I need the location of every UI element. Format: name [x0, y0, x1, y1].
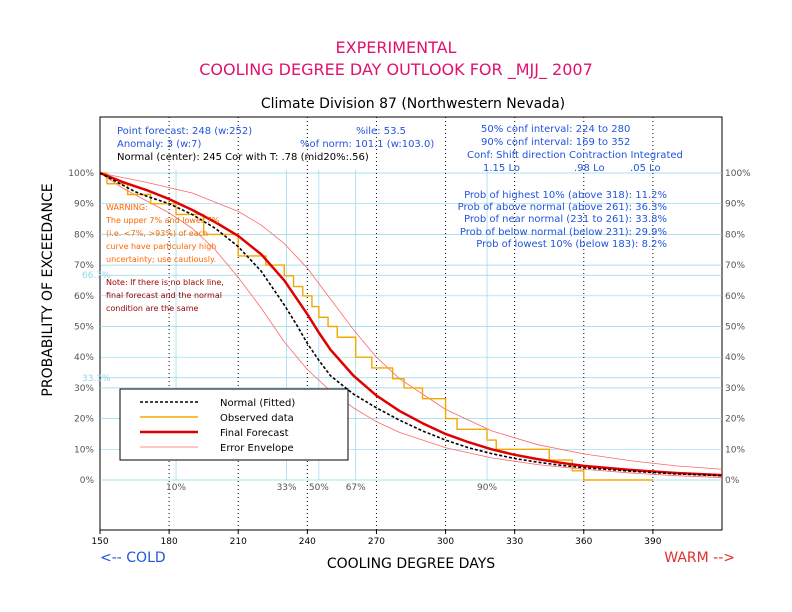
chart-title-line2: COOLING DEGREE DAY OUTLOOK FOR _MJJ_ 200…	[199, 60, 593, 80]
y-tick-label-right: 10%	[725, 445, 745, 455]
normal-text: Normal (center): 245 Cor with T: .78 (mi…	[117, 152, 369, 163]
x-axis-title: COOLING DEGREE DAYS	[327, 556, 495, 572]
warning-line-5: uncertainty; use cautiously.	[106, 255, 216, 264]
series-final-forecast-line	[99, 171, 723, 477]
cold-label: <-- COLD	[100, 550, 166, 566]
plot-frame	[99, 116, 723, 531]
warning-line-2: The upper 7% and lower 7%	[105, 216, 220, 225]
x-tick-label: 240	[299, 537, 316, 547]
prob-lowest-text: Prob of lowest 10% (below 183): 8.2%	[476, 239, 667, 250]
conf-values-text: 1.15 Lo .98 Lo .05 Lo	[483, 163, 661, 174]
legend-label-normal: Normal (Fitted)	[220, 398, 295, 409]
x-tick-label: 330	[506, 537, 523, 547]
prob-below-text: Prob of below normal (below 231): 29.9%	[460, 227, 667, 238]
legend-box	[119, 388, 349, 461]
anomaly-text: Anomaly: 3 (w:7)	[117, 139, 201, 150]
warning-line-1: WARNING:	[106, 203, 148, 212]
tercile-label: 33.3%	[82, 374, 111, 384]
x-tick-label: 390	[644, 537, 661, 547]
warning-line-3: (i.e. <7%, >93%) of each	[106, 229, 208, 238]
y-tick-label-left: 40%	[74, 353, 94, 363]
percentile-marker-label: 50%	[309, 483, 329, 493]
percentile-marker-label: 10%	[166, 483, 186, 493]
y-tick-label-left: 90%	[74, 200, 94, 210]
x-tick-label: 150	[91, 537, 108, 547]
percentile-marker-label: 67%	[346, 483, 366, 493]
conf90-text: 90% conf interval: 169 to 352	[481, 137, 630, 148]
pct-norm-text: %of norm: 101.1 (w:103.0)	[300, 139, 434, 150]
y-tick-label-left: 10%	[74, 445, 94, 455]
series-error-envelope-line	[99, 172, 723, 470]
y-tick-label-right: 80%	[725, 230, 745, 240]
percentile-marker-label: 33%	[277, 483, 297, 493]
x-tick-label: 180	[161, 537, 178, 547]
tercile-label: 66.7%	[82, 271, 111, 281]
conf-header-text: Conf: Shift direction Contraction Integr…	[467, 150, 683, 161]
percentile-marker-label: 90%	[477, 483, 497, 493]
pctile-text: %ile: 53.5	[356, 126, 406, 137]
legend-label-final: Final Forecast	[220, 428, 289, 439]
note-line-3: condition are the same	[106, 304, 199, 313]
legend-label-observed: Observed data	[220, 413, 294, 424]
y-tick-label-left: 20%	[74, 415, 94, 425]
y-tick-label-left: 30%	[74, 384, 94, 394]
conf50-text: 50% conf interval: 224 to 280	[481, 124, 630, 135]
y-axis-title: PROBABILITY OF EXCEEDANCE	[40, 183, 56, 396]
x-tick-label: 360	[575, 537, 592, 547]
legend: Normal (Fitted) Observed data Final Fore…	[119, 388, 349, 461]
y-tick-label-right: 100%	[725, 169, 751, 179]
note-line-2: final forecast and the normal	[106, 291, 222, 300]
point-forecast-text: Point forecast: 248 (w:252)	[117, 126, 252, 137]
prob-near-text: Prob of near normal (231 to 261): 33.8%	[464, 214, 667, 225]
note-line-1: Note: If there is no black line,	[106, 278, 224, 287]
series-observed-data-line	[100, 172, 653, 481]
prob-above-text: Prob of above normal (above 261): 36.3%	[458, 202, 667, 213]
y-tick-label-right: 20%	[725, 415, 745, 425]
y-tick-label-right: 0%	[725, 476, 740, 486]
y-tick-label-right: 30%	[725, 384, 745, 394]
chart-title-line1: EXPERIMENTAL	[336, 38, 457, 57]
x-tick-label: 300	[437, 537, 454, 547]
y-tick-label-left: 60%	[74, 292, 94, 302]
y-tick-label-right: 60%	[725, 292, 745, 302]
warning-note: WARNING: The upper 7% and lower 7% (i.e.…	[105, 203, 224, 313]
y-tick-label-left: 0%	[80, 476, 95, 486]
y-tick-label-right: 50%	[725, 323, 745, 333]
warm-label: WARM -->	[664, 550, 735, 566]
series-normal-fitted-line	[99, 172, 723, 477]
legend-label-envelope: Error Envelope	[220, 443, 294, 454]
y-tick-label-right: 40%	[725, 353, 745, 363]
chart-subtitle: Climate Division 87 (Northwestern Nevada…	[261, 96, 565, 112]
y-tick-label-left: 70%	[74, 261, 94, 271]
prob-highest-text: Prob of highest 10% (above 318): 11.2%	[464, 190, 667, 201]
x-axis-ticks: 150 180 210 240 270 300 330 360 390	[91, 530, 662, 547]
series-layer	[99, 171, 723, 481]
warning-line-4: curve have particulary high	[106, 242, 216, 251]
y-tick-label-left: 50%	[74, 323, 94, 333]
y-tick-label-left: 80%	[74, 230, 94, 240]
y-tick-label-left: 100%	[68, 169, 94, 179]
x-tick-label: 270	[368, 537, 385, 547]
x-tick-label: 210	[230, 537, 247, 547]
y-axis-ticks: 0% 0% 10% 10% 20% 20% 30% 30% 40% 40% 50% 50% 60% 60%…	[68, 169, 751, 486]
y-tick-label-right: 90%	[725, 200, 745, 210]
y-tick-label-right: 70%	[725, 261, 745, 271]
